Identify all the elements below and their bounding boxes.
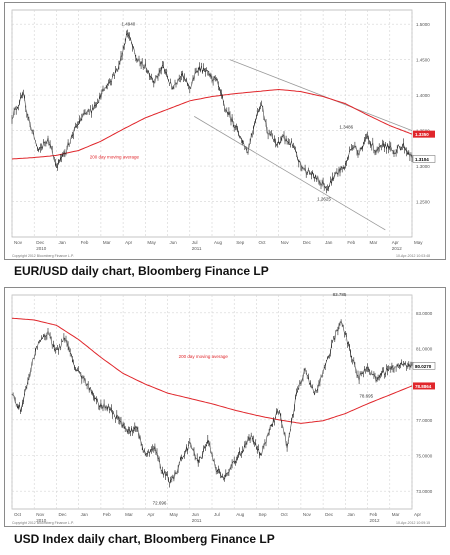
y-tick-label: 83.0000 [416,311,433,316]
x-tick-label: Feb [347,240,355,245]
x-tick-label: Feb [370,512,378,517]
x-tick-label: Mar [392,512,400,517]
x-tick-label: Jul [214,512,220,517]
y-tick-label: 1.2500 [416,200,430,205]
last-price-label: 1.3104 [415,157,429,162]
price-line [11,32,413,190]
x-tick-label: Mar [125,512,133,517]
x-tick-label: Mar [370,240,378,245]
y-tick-label: 1.3000 [416,164,430,169]
x-tick-label: Jan [347,512,355,517]
moving-average-label: 200 day moving average [179,354,229,359]
plot-area [11,294,413,510]
price-annotation: 1.4940 [122,21,136,26]
price-annotation: 1.2625 [317,197,331,202]
x-tick-label: Dec [36,240,45,245]
x-tick-label: Jul [192,240,198,245]
x-tick-label: Dec [303,240,312,245]
chart-footer-copyright: Copyright 2012 Bloomberg Finance L.P. [12,521,74,525]
x-tick-label: Mar [103,240,111,245]
x-tick-label: Aug [236,512,245,517]
x-tick-label: Nov [303,512,312,517]
year-label: 2012 [392,246,403,251]
x-tick-label: Apr [125,240,133,245]
chart-footer-timestamp: 10-Apr-2012 10:03:48 [396,254,430,258]
x-tick-label: Aug [214,240,223,245]
price-annotation: 78.695 [359,394,373,399]
year-label: 2010 [36,246,47,251]
eurusd-chart-panel: 1.25001.30001.35001.40001.45001.5000NovD… [4,2,446,260]
x-tick-label: Feb [81,240,89,245]
x-tick-label: Dec [58,512,67,517]
moving-average-label: 200 day moving average [90,154,140,159]
y-tick-label: 1.4500 [416,58,430,63]
x-tick-label: Jun [170,240,178,245]
ma-value-label: 78.8864 [415,384,432,389]
price-annotation: 1.3486 [339,125,353,130]
chart-footer-timestamp: 10-Apr-2012 10:09:15 [396,521,430,525]
x-tick-label: Apr [392,240,400,245]
x-tick-label: Sep [258,512,267,517]
moving-average-line [11,88,413,160]
x-tick-label: Oct [281,512,289,517]
y-tick-label: 81.0000 [416,347,433,352]
y-tick-label: 73.0000 [416,489,433,494]
x-tick-label: Nov [14,240,23,245]
x-tick-label: Oct [258,240,266,245]
x-tick-label: May [414,240,423,245]
last-price-box [412,362,436,370]
usd-index-chart-caption: USD Index daily chart, Bloomberg Finance… [14,532,275,546]
ma-value-label: 1.3350 [415,132,429,137]
last-price-label: 80.0270 [415,364,432,369]
x-tick-label: Dec [325,512,334,517]
last-price-box [412,155,436,163]
x-tick-label: Feb [103,512,111,517]
x-tick-label: Jun [192,512,200,517]
x-tick-label: Jan [81,512,89,517]
y-tick-label: 1.4000 [416,93,430,98]
chart-footer-copyright: Copyright 2012 Bloomberg Finance L.P. [12,254,74,258]
x-tick-label: Jan [58,240,66,245]
price-line [11,320,413,484]
y-tick-label: 1.5000 [416,22,430,27]
x-tick-label: Nov [36,512,45,517]
x-tick-label: Oct [14,512,22,517]
x-tick-label: Jan [325,240,333,245]
x-tick-label: Apr [414,512,422,517]
x-tick-label: May [170,512,179,517]
year-label: 2011 [192,518,202,523]
ma-value-box [413,382,435,390]
eurusd-chart: 1.25001.30001.35001.40001.45001.5000NovD… [4,2,446,260]
y-tick-label: 77.0000 [416,418,433,423]
eurusd-chart-caption: EUR/USD daily chart, Bloomberg Finance L… [14,264,269,278]
x-tick-label: May [147,240,156,245]
year-label: 2010 [36,518,47,523]
x-tick-label: Apr [147,512,155,517]
x-tick-label: Nov [281,240,290,245]
y-tick-label: 75.0000 [416,454,433,459]
trend-channel-line [229,59,413,131]
trend-channel-line [194,116,386,231]
year-label: 2012 [370,518,381,523]
price-annotation: 83.785 [333,292,347,297]
usd-index-chart-panel: 73.000075.000077.000079.000081.000083.00… [4,287,446,527]
ma-value-box [413,130,435,138]
price-annotation: 72.696 [153,501,167,506]
year-label: 2011 [192,246,202,251]
moving-average-line [11,317,413,424]
x-tick-label: Sep [236,240,245,245]
usd-index-chart: 73.000075.000077.000079.000081.000083.00… [4,287,446,527]
